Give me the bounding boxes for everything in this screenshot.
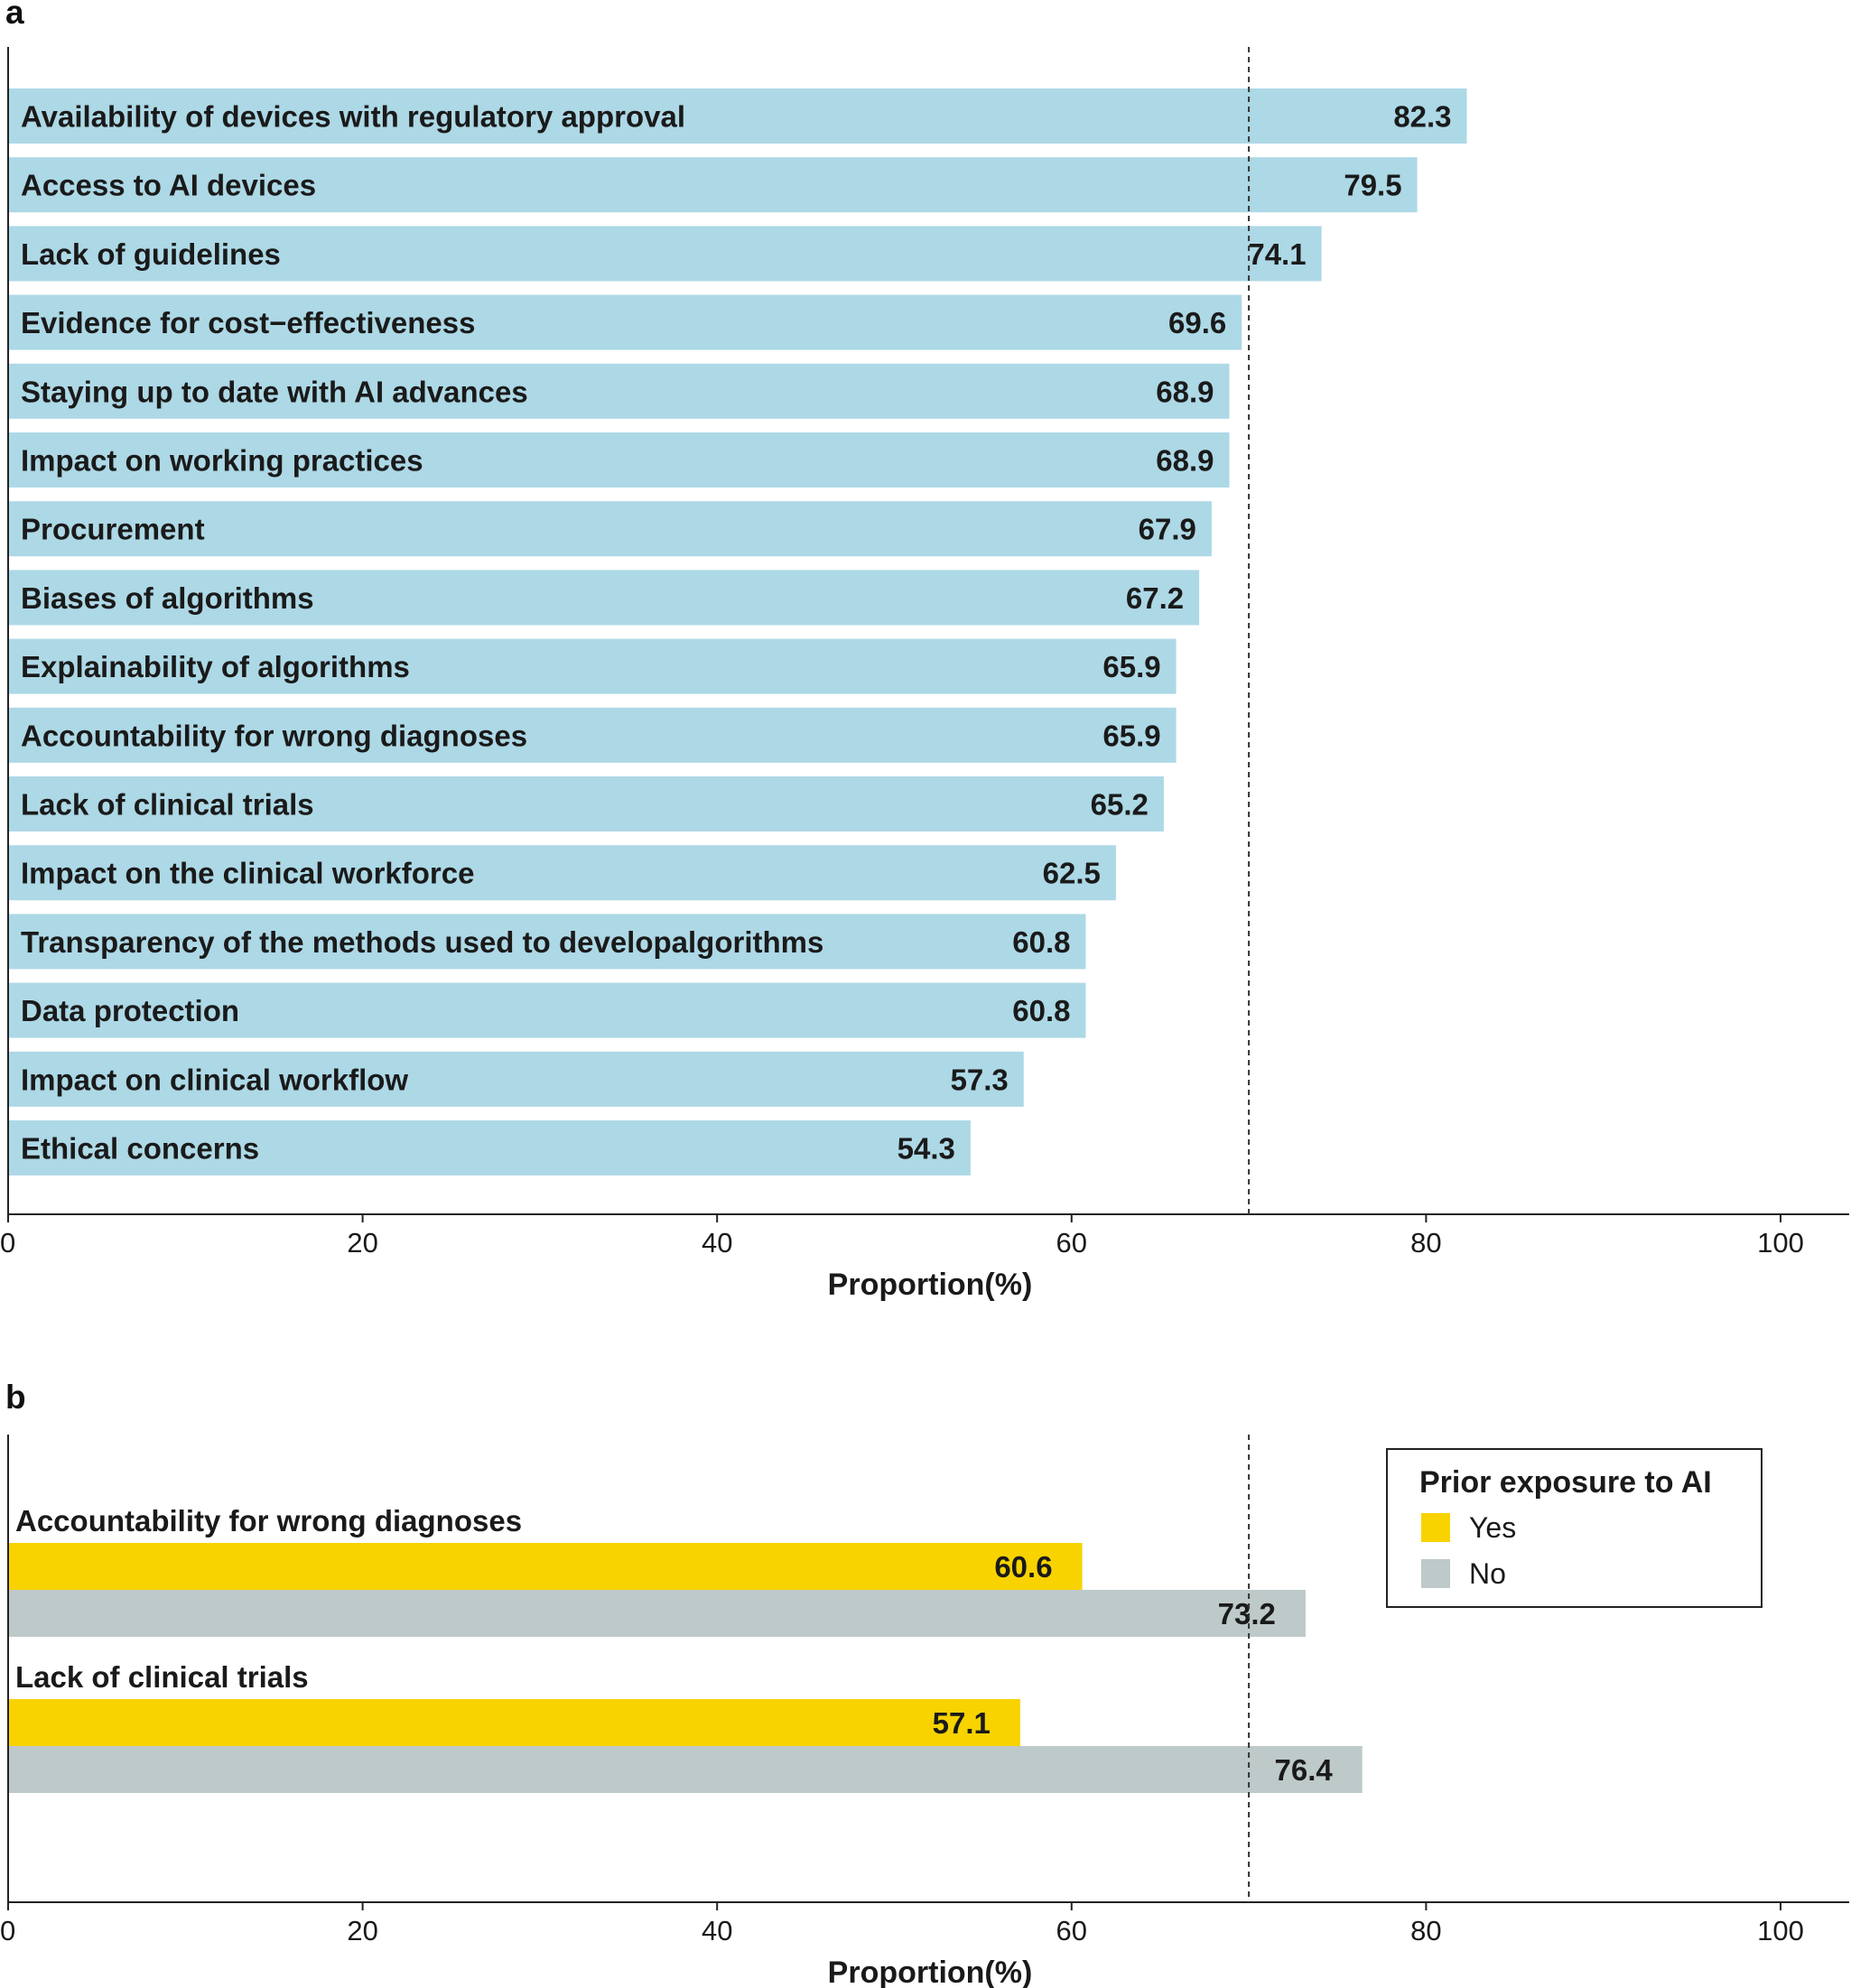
bar-category-label: Evidence for cost−effectiveness [21, 306, 475, 339]
x-tick-label: 80 [1410, 1915, 1441, 1946]
bar-value-label: 57.1 [933, 1706, 991, 1740]
panel-a-letter: a [5, 0, 24, 31]
bar-value-label: 60.8 [1012, 925, 1070, 959]
bar [8, 1120, 971, 1175]
bar-value-label: 65.9 [1102, 719, 1160, 752]
bar [8, 638, 1177, 694]
bar-value-label: 74.1 [1248, 237, 1306, 271]
bar-value-label: 62.5 [1043, 857, 1101, 890]
bar [8, 363, 1230, 419]
panel-a-bars: Availability of devices with regulatory … [8, 88, 1467, 1175]
legend: Prior exposure to AI Yes No [1386, 1448, 1763, 1608]
panel-b-bars: Accountability for wrong diagnoses 60.6 73… [8, 1504, 1363, 1793]
x-tick-label: 60 [1056, 1915, 1087, 1946]
bar-category-label: Staying up to date with AI advances [21, 375, 528, 408]
x-tick-label: 100 [1757, 1915, 1804, 1946]
bar [8, 157, 1418, 213]
bar [8, 914, 1086, 970]
bar-value-label: 60.6 [994, 1550, 1052, 1584]
bar-no [8, 1746, 1363, 1793]
bar-category-label: Procurement [21, 513, 205, 546]
legend-title: Prior exposure to AI [1419, 1465, 1712, 1500]
bar [8, 845, 1116, 901]
bar [8, 707, 1177, 763]
bar-value-label: 65.2 [1091, 788, 1149, 822]
bar [8, 88, 1467, 144]
bar-value-label: 67.9 [1139, 513, 1196, 546]
bar-category-label: Access to AI devices [21, 169, 316, 202]
bar-value-label: 82.3 [1393, 100, 1451, 134]
x-tick-label: 60 [1056, 1227, 1087, 1259]
bar-category-label: Availability of devices with regulatory … [21, 100, 685, 134]
group-category-label: Accountability for wrong diagnoses [15, 1504, 522, 1537]
bar-category-label: Impact on working practices [21, 444, 423, 478]
bar [8, 294, 1242, 350]
legend-entry-no: No [1469, 1557, 1506, 1590]
legend-entry-yes: Yes [1469, 1511, 1516, 1544]
bar-value-label: 54.3 [898, 1132, 955, 1166]
bar-value-label: 57.3 [951, 1063, 1009, 1096]
bar-value-label: 79.5 [1344, 169, 1401, 202]
bar-category-label: Impact on clinical workflow [21, 1063, 408, 1096]
panel-a-axes: 0 20 40 60 80 100 Proportion(%) [0, 47, 1849, 1302]
bar-category-label: Accountability for wrong diagnoses [21, 719, 527, 752]
x-tick-label: 80 [1410, 1227, 1441, 1259]
x-tick-label: 0 [0, 1227, 15, 1259]
bar-value-label: 76.4 [1274, 1753, 1333, 1787]
bar [8, 982, 1086, 1038]
bar-value-label: 68.9 [1156, 375, 1214, 408]
panel-a: a Availability of devices with regulator… [0, 0, 1849, 1302]
panel-b-axes: 0 20 40 60 80 100 Proportion(%) [0, 1435, 1849, 1988]
bar-category-label: Transparency of the methods used to deve… [21, 925, 823, 959]
bar [8, 1051, 1024, 1107]
panel-b-letter: b [5, 1379, 26, 1416]
x-axis-title: Proportion(%) [828, 1955, 1033, 1988]
x-tick-label: 20 [347, 1915, 377, 1946]
bar-value-label: 67.2 [1126, 581, 1184, 615]
bar-no [8, 1590, 1306, 1637]
bar-value-label: 73.2 [1218, 1597, 1276, 1630]
bar-yes [8, 1699, 1020, 1746]
x-tick-label: 20 [347, 1227, 377, 1259]
x-tick-label: 100 [1757, 1227, 1804, 1259]
x-axis-title: Proportion(%) [828, 1268, 1033, 1302]
bar [8, 432, 1230, 488]
legend-swatch-no [1421, 1559, 1450, 1588]
legend-swatch-yes [1421, 1513, 1450, 1542]
bar [8, 776, 1164, 831]
bar-category-label: Ethical concerns [21, 1132, 259, 1166]
bar-category-label: Lack of clinical trials [21, 788, 314, 822]
x-tick-label: 40 [702, 1915, 732, 1946]
x-tick-label: 0 [0, 1915, 15, 1946]
panel-b: b Accountability for wrong diagnoses 60.6… [0, 1379, 1849, 1988]
bar-yes [8, 1543, 1083, 1590]
bar-value-label: 69.6 [1168, 306, 1226, 339]
bar-category-label: Impact on the clinical workforce [21, 857, 474, 890]
bar-category-label: Explainability of algorithms [21, 650, 410, 683]
bar-category-label: Data protection [21, 994, 239, 1027]
bar-value-label: 60.8 [1012, 994, 1070, 1027]
bar-category-label: Lack of guidelines [21, 237, 281, 271]
bar [8, 501, 1212, 557]
group-category-label: Lack of clinical trials [15, 1660, 309, 1694]
x-tick-label: 40 [702, 1227, 732, 1259]
bar [8, 570, 1200, 626]
bar-value-label: 68.9 [1156, 444, 1214, 478]
bar-value-label: 65.9 [1102, 650, 1160, 683]
bar-category-label: Biases of algorithms [21, 581, 314, 615]
bar [8, 226, 1322, 282]
